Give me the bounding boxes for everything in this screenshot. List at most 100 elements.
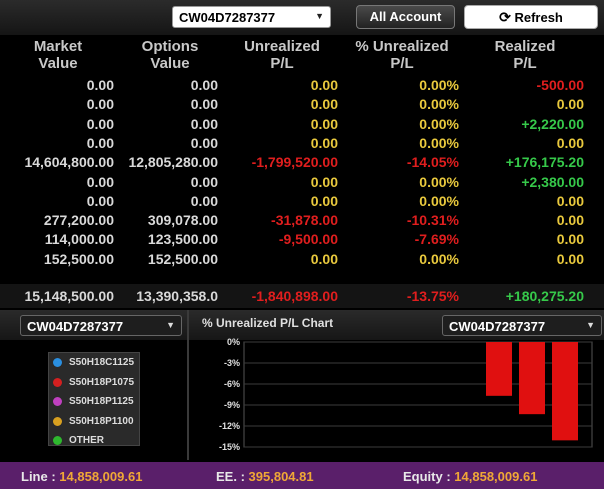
chevron-down-icon: ▼	[166, 320, 175, 330]
ee-indicator: EE. : 395,804.81	[216, 469, 314, 484]
line-label: Line :	[21, 469, 56, 484]
cell-unrealized: 0.00	[310, 96, 338, 113]
cell-unrealized: 0.00	[310, 115, 338, 132]
col-header-line2: P/L	[390, 55, 414, 72]
cell-pct-unrealized: 0.00%	[419, 115, 459, 132]
table-row[interactable]: 0.00 0.00 0.00 0.00% +2,220.00	[0, 115, 604, 134]
cell-market-value: 0.00	[86, 96, 114, 113]
col-header-line2: Value	[150, 55, 190, 72]
col-header-line1: Options	[141, 38, 199, 55]
table-row[interactable]: 114,000.00 123,500.00 -9,500.00 -7.69% 0.00	[0, 230, 604, 249]
legend-item: S50H18P1100	[49, 412, 139, 432]
table-row[interactable]: 0.00 0.00 0.00 0.00% -500.00	[0, 76, 604, 95]
cell-realized: +2,220.00	[521, 115, 584, 132]
chart-legend: S50H18C1125 S50H18P1075 S50H18P1125 S50H18P…	[48, 352, 140, 446]
col-header-realized: Realized P/L	[485, 38, 565, 72]
cell-realized: 0.00	[556, 134, 584, 151]
cell-options-value: 0.00	[190, 115, 218, 132]
legend-dot-icon	[53, 416, 62, 426]
total-realized: +180,275.20	[505, 288, 584, 304]
chart-bar[interactable]	[486, 342, 512, 396]
cell-pct-unrealized: 0.00%	[419, 192, 459, 209]
legend-item: S50H18P1125	[49, 392, 139, 412]
equity-label: Equity :	[403, 469, 451, 484]
cell-options-value: 0.00	[190, 96, 218, 113]
chart-bar[interactable]	[552, 342, 578, 441]
cell-options-value: 0.00	[190, 134, 218, 151]
account-select[interactable]: CW04D7287377 ▼	[172, 6, 331, 28]
table-row[interactable]: 277,200.00 309,078.00 -31,878.00 -10.31% 0.0…	[0, 211, 604, 230]
legend-account-select[interactable]: CW04D7287377 ▼	[20, 315, 182, 336]
refresh-button[interactable]: ⟳ Refresh	[464, 5, 598, 29]
chart-account-select[interactable]: CW04D7287377 ▼	[442, 315, 602, 336]
cell-unrealized: 0.00	[310, 77, 338, 93]
cell-realized: 0.00	[556, 250, 584, 267]
totals-row: 15,148,500.00 13,390,358.0 -1,840,898.00…	[0, 284, 604, 308]
legend-item: S50H18C1125	[49, 353, 139, 373]
chevron-down-icon: ▼	[315, 11, 324, 21]
legend-dot-icon	[53, 397, 62, 407]
cell-pct-unrealized: 0.00%	[419, 250, 459, 267]
cell-realized: 0.00	[556, 231, 584, 248]
legend-label: S50H18P1125	[69, 396, 134, 408]
cell-market-value: 0.00	[86, 173, 114, 190]
line-value: 14,858,009.61	[59, 469, 143, 484]
cell-pct-unrealized: 0.00%	[419, 96, 459, 113]
y-tick-label: -9%	[224, 400, 240, 410]
cell-options-value: 12,805,280.00	[128, 154, 218, 171]
cell-options-value: 123,500.00	[147, 231, 218, 248]
table-row[interactable]: 0.00 0.00 0.00 0.00% 0.00	[0, 192, 604, 211]
col-header-line2: P/L	[513, 55, 537, 72]
y-tick-label: -6%	[224, 379, 240, 389]
cell-realized: -500.00	[536, 77, 584, 93]
cell-unrealized: 0.00	[310, 173, 338, 190]
cell-market-value: 0.00	[86, 115, 114, 132]
y-tick-label: -3%	[224, 358, 240, 368]
all-account-label: All Account	[369, 9, 442, 24]
legend-item: OTHER	[49, 431, 139, 451]
cell-options-value: 152,500.00	[147, 250, 218, 267]
cell-realized: 0.00	[556, 212, 584, 229]
table-row[interactable]: 0.00 0.00 0.00 0.00% +2,380.00	[0, 173, 604, 192]
col-header-line1: Realized	[494, 38, 556, 55]
table-row[interactable]: 0.00 0.00 0.00 0.00% 0.00	[0, 95, 604, 114]
chevron-down-icon: ▼	[586, 320, 595, 330]
table-row[interactable]: 14,604,800.00 12,805,280.00 -1,799,520.00 -…	[0, 153, 604, 172]
cell-pct-unrealized: -10.31%	[406, 212, 459, 229]
cell-options-value: 309,078.00	[147, 212, 218, 229]
line-indicator: Line : 14,858,009.61	[21, 469, 142, 484]
ee-value: 395,804.81	[248, 469, 314, 484]
cell-pct-unrealized: -14.05%	[406, 154, 459, 171]
cell-unrealized: -1,799,520.00	[251, 154, 338, 171]
cell-market-value: 14,604,800.00	[24, 154, 114, 171]
total-options-value: 13,390,358.0	[136, 288, 218, 304]
cell-unrealized: 0.00	[310, 250, 338, 267]
col-header-unrealized: Unrealized P/L	[236, 38, 328, 72]
legend-dot-icon	[53, 358, 62, 368]
total-unrealized: -1,840,898.00	[251, 288, 338, 304]
legend-label: OTHER	[69, 435, 104, 447]
y-tick-label: -12%	[219, 421, 240, 431]
chart-bar[interactable]	[519, 342, 545, 415]
cell-realized: 0.00	[556, 96, 584, 113]
cell-unrealized: 0.00	[310, 134, 338, 151]
cell-realized: +2,380.00	[521, 173, 584, 190]
cell-market-value: 0.00	[86, 192, 114, 209]
table-row[interactable]: 152,500.00 152,500.00 0.00 0.00% 0.00	[0, 250, 604, 269]
legend-label: S50H18P1100	[69, 415, 134, 427]
cell-unrealized: -9,500.00	[278, 231, 338, 248]
col-header-line2: Value	[38, 55, 78, 72]
cell-market-value: 277,200.00	[43, 212, 114, 229]
legend-dot-icon	[53, 377, 62, 387]
all-account-button[interactable]: All Account	[356, 5, 455, 29]
y-tick-label: -15%	[219, 442, 240, 452]
col-header-pct-unrealized: % Unrealized P/L	[350, 38, 454, 72]
table-row[interactable]: 0.00 0.00 0.00 0.00% 0.00	[0, 134, 604, 153]
cell-realized: 0.00	[556, 192, 584, 209]
chart-title: % Unrealized P/L Chart	[202, 316, 334, 330]
cell-options-value: 0.00	[190, 77, 218, 93]
legend-label: S50H18C1125	[69, 357, 135, 369]
col-header-line2: P/L	[270, 55, 294, 72]
y-tick-label: 0%	[227, 337, 240, 347]
cell-options-value: 0.00	[190, 173, 218, 190]
